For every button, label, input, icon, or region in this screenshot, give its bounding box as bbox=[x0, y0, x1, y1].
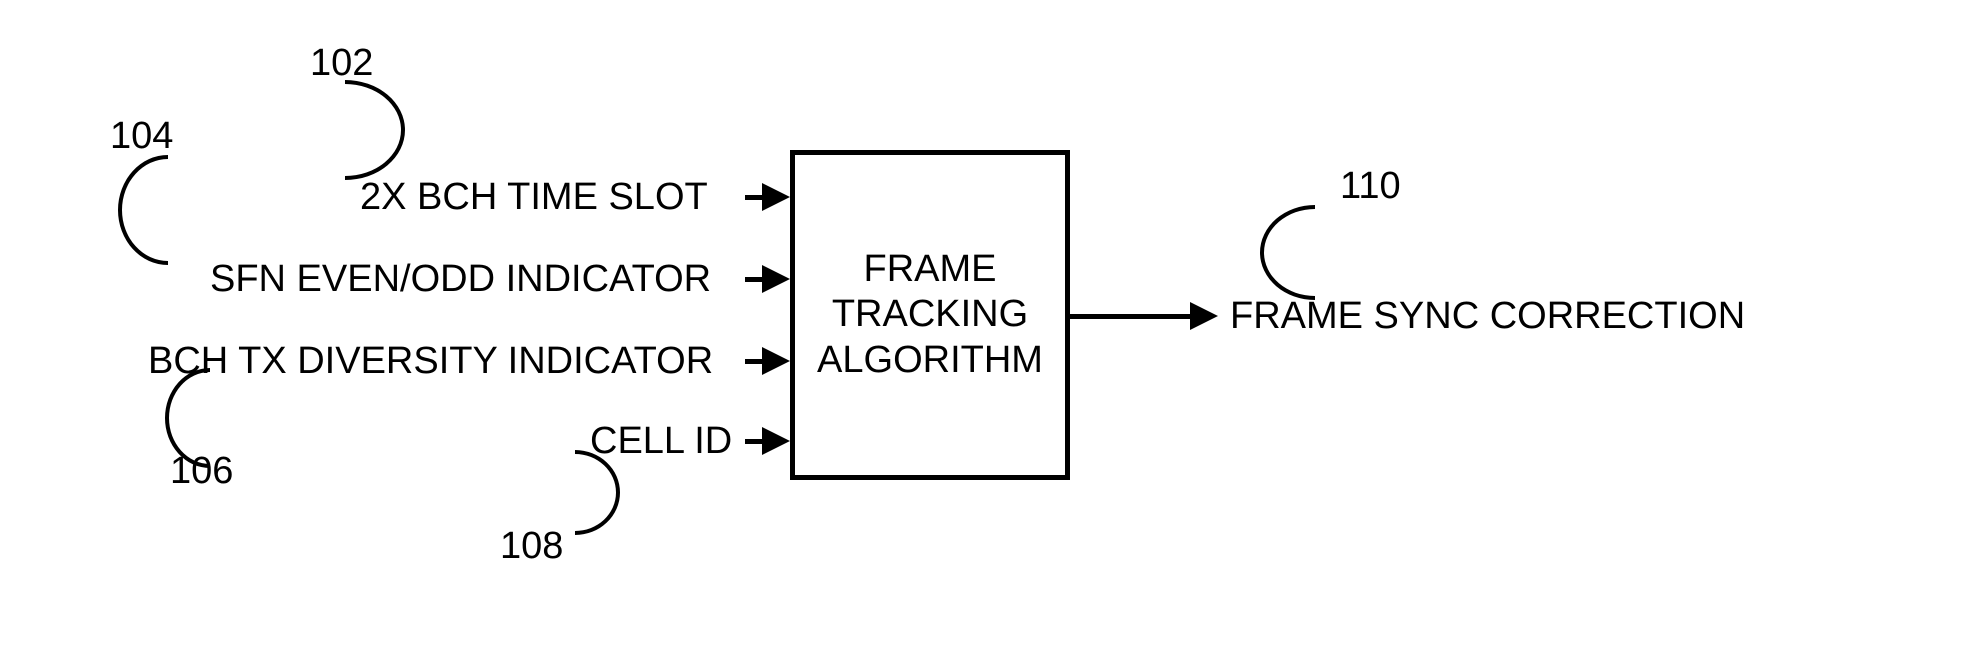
leader-curve-110 bbox=[1260, 205, 1370, 300]
processor-line-2: TRACKING bbox=[832, 292, 1028, 338]
ref-104: 104 bbox=[110, 115, 173, 158]
output-arrow-line bbox=[1070, 314, 1195, 319]
processor-box: FRAME TRACKING ALGORITHM bbox=[790, 150, 1070, 480]
input-label-2: SFN EVEN/ODD INDICATOR bbox=[210, 258, 711, 301]
ref-108: 108 bbox=[500, 525, 563, 568]
ref-102: 102 bbox=[310, 42, 373, 85]
leader-curve-104 bbox=[118, 155, 218, 265]
ref-110: 110 bbox=[1340, 165, 1401, 208]
processor-line-1: FRAME bbox=[864, 247, 997, 293]
input-label-4: CELL ID bbox=[590, 420, 732, 463]
output-arrow-head bbox=[1190, 302, 1218, 330]
arrow-head-2 bbox=[762, 265, 790, 293]
processor-line-3: ALGORITHM bbox=[817, 338, 1043, 384]
arrow-head-4 bbox=[762, 427, 790, 455]
leader-curve-102 bbox=[285, 80, 405, 180]
input-label-3: BCH TX DIVERSITY INDICATOR bbox=[148, 340, 713, 383]
output-label: FRAME SYNC CORRECTION bbox=[1230, 295, 1745, 338]
arrow-head-1 bbox=[762, 183, 790, 211]
arrow-head-3 bbox=[762, 347, 790, 375]
input-label-1: 2X BCH TIME SLOT bbox=[360, 176, 708, 219]
